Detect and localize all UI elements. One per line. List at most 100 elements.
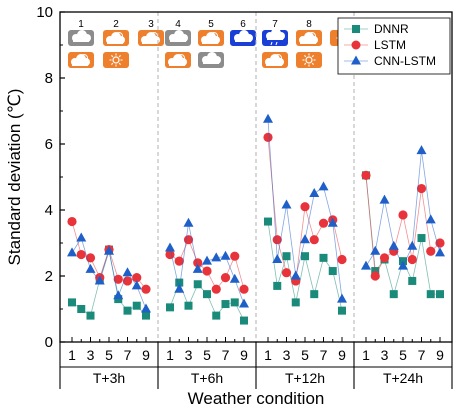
- rain-night-icon: 7: [262, 19, 288, 46]
- partly-cloudy-day-icon: [262, 52, 288, 68]
- x-tick-label: 9: [436, 347, 444, 363]
- data-point: [141, 303, 151, 313]
- data-point: [281, 268, 292, 278]
- data-point: [291, 298, 300, 307]
- cloud-part: [203, 60, 219, 64]
- data-point: [436, 290, 444, 299]
- data-point: [141, 284, 151, 294]
- weather-condition-number: 1: [78, 19, 84, 30]
- data-point: [263, 113, 273, 123]
- data-point: [417, 234, 426, 243]
- weather-condition-number: 2: [113, 19, 119, 30]
- y-axis-title: Standard deviation (℃): [5, 89, 24, 266]
- data-point: [282, 252, 291, 261]
- data-point: [337, 254, 347, 265]
- data-point: [175, 278, 184, 287]
- cloud-part: [107, 40, 123, 44]
- x-tick-label: 1: [166, 347, 174, 363]
- sun-disc: [112, 56, 120, 64]
- data-point: [85, 263, 96, 273]
- sun-ray: [311, 55, 314, 58]
- data-point: [407, 240, 418, 250]
- sun-ray: [304, 55, 307, 58]
- cloud-part: [169, 62, 185, 66]
- data-point: [328, 267, 337, 276]
- x-tick-label: 1: [362, 347, 370, 363]
- data-point: [132, 273, 142, 283]
- cloud-part: [142, 40, 158, 44]
- y-tick-label: 0: [45, 334, 53, 351]
- weather-condition-number: 3: [148, 19, 154, 30]
- data-point: [240, 316, 248, 325]
- y-tick-label: 8: [45, 70, 53, 87]
- legend-marker: [352, 25, 360, 33]
- weather-condition-number: 8: [306, 19, 312, 30]
- weather-icon-legend: 123456789: [68, 19, 356, 68]
- sun-ray: [311, 62, 314, 65]
- y-tick-label: 10: [36, 4, 53, 21]
- partly-cloudy-day-icon: 5: [198, 19, 224, 46]
- data-point: [229, 273, 240, 283]
- series-dnnr: [68, 171, 444, 325]
- series-layer: [67, 113, 445, 325]
- x-tick-label: 3: [87, 347, 95, 363]
- partly-cloudy-day-icon: 8: [296, 19, 322, 46]
- x-axis-title: Weather condition: [188, 389, 325, 408]
- y-axis: 0 2 4 6 8 10: [36, 4, 65, 351]
- series-cnn-lstm: [67, 113, 445, 313]
- cloudy-night-icon: 6: [230, 19, 256, 46]
- data-point: [68, 298, 76, 307]
- data-point: [300, 202, 310, 212]
- data-point: [193, 280, 202, 289]
- legend-marker: [351, 40, 361, 50]
- data-point: [192, 263, 203, 273]
- data-point: [220, 250, 231, 260]
- data-point: [212, 311, 221, 320]
- data-point: [94, 275, 105, 285]
- data-point: [122, 267, 133, 277]
- x-tick-label: 5: [399, 347, 407, 363]
- data-point: [273, 281, 282, 290]
- legend-marker: [351, 55, 361, 65]
- data-point: [202, 255, 212, 265]
- x-tick-label: 5: [105, 347, 113, 363]
- data-point: [426, 246, 436, 256]
- data-point: [398, 210, 408, 220]
- data-point: [67, 216, 77, 227]
- cloudy-icon: [198, 52, 224, 68]
- partly-cloudy-day-icon: 3: [138, 19, 164, 46]
- rain-drop: [270, 41, 273, 46]
- cloud-part: [73, 38, 89, 42]
- data-point: [318, 218, 329, 228]
- data-point: [361, 260, 371, 270]
- x-tick-label: 3: [283, 347, 291, 363]
- data-point: [174, 283, 185, 293]
- data-point: [309, 235, 319, 245]
- y-tick-label: 6: [45, 136, 53, 153]
- y-tick-label: 4: [45, 202, 53, 219]
- series-legend: DNNR LSTM CNN-LSTM: [337, 17, 451, 75]
- data-point: [104, 245, 114, 255]
- data-point: [338, 306, 346, 315]
- data-point: [211, 252, 222, 262]
- sunny-icon: [296, 52, 322, 68]
- data-point: [183, 217, 194, 227]
- sunny-icon: [103, 52, 129, 68]
- data-point: [239, 298, 249, 308]
- sun-ray: [118, 62, 121, 65]
- data-point: [123, 306, 132, 315]
- cloud-part: [170, 38, 186, 42]
- data-point: [337, 293, 347, 303]
- data-point: [85, 253, 96, 263]
- data-point: [211, 284, 221, 294]
- x-tick-label: 5: [203, 347, 211, 363]
- grid-lines: [157, 12, 355, 342]
- x-tick-label: 3: [185, 347, 193, 363]
- y-tick-label: 2: [45, 268, 53, 285]
- data-point: [435, 238, 445, 248]
- x-tick-label: 7: [320, 347, 328, 363]
- data-point: [379, 253, 390, 263]
- sun-ray: [111, 55, 114, 58]
